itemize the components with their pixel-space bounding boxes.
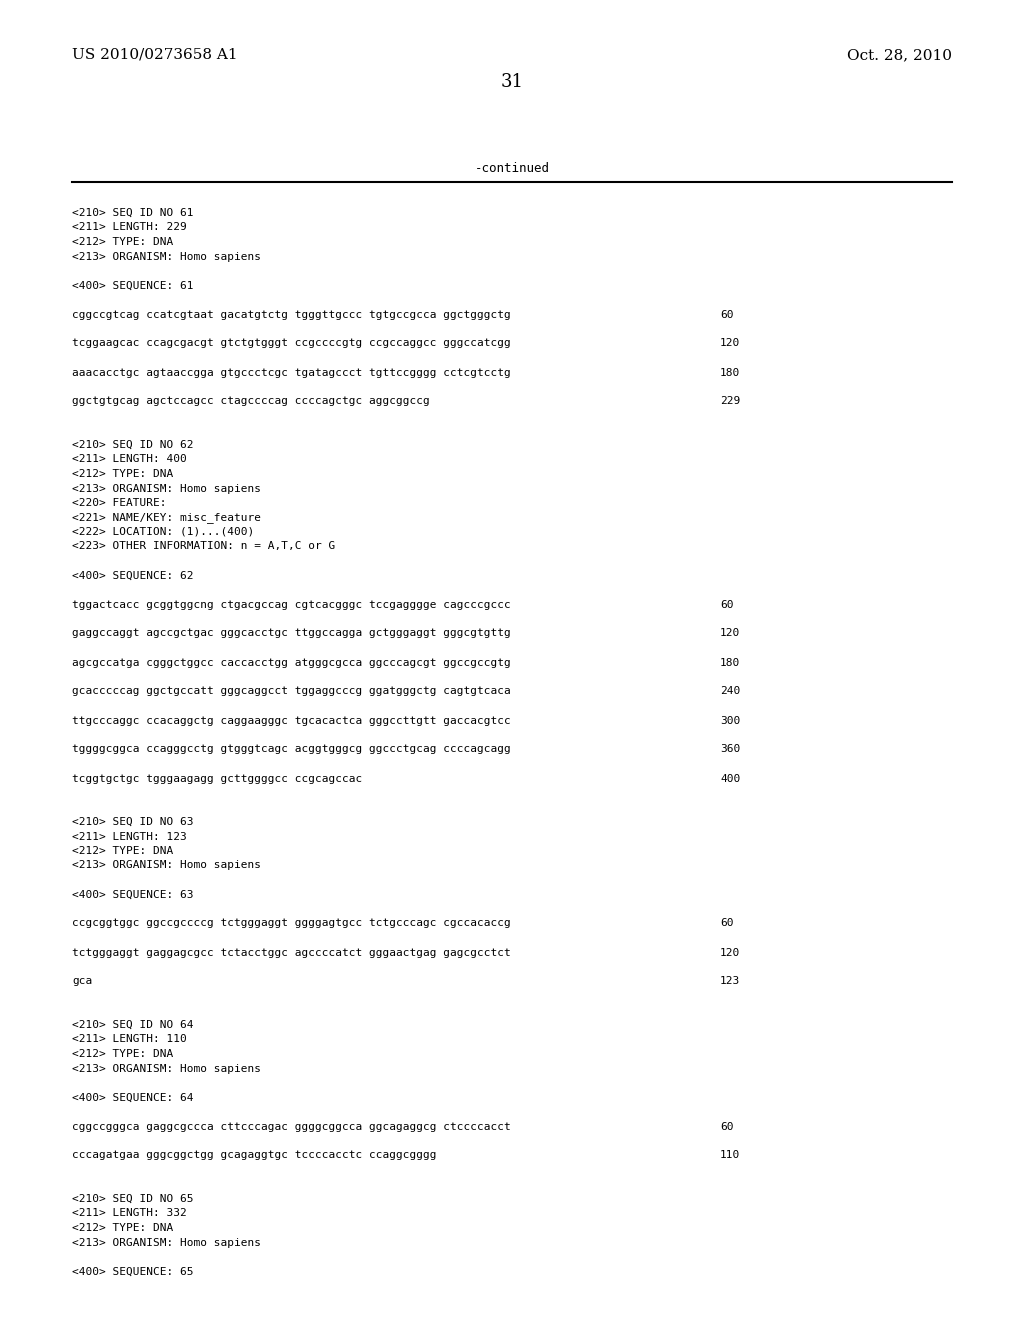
Text: 360: 360 [720, 744, 740, 755]
Text: 180: 180 [720, 657, 740, 668]
Text: cggccgggca gaggcgccca cttcccagac ggggcggcca ggcagaggcg ctccccacct: cggccgggca gaggcgccca cttcccagac ggggcgg… [72, 1122, 511, 1131]
Text: <212> TYPE: DNA: <212> TYPE: DNA [72, 1049, 173, 1059]
Text: <211> LENGTH: 400: <211> LENGTH: 400 [72, 454, 186, 465]
Text: 120: 120 [720, 948, 740, 957]
Text: <212> TYPE: DNA: <212> TYPE: DNA [72, 469, 173, 479]
Text: ttgcccaggc ccacaggctg caggaagggc tgcacactca gggccttgtt gaccacgtcc: ttgcccaggc ccacaggctg caggaagggc tgcacac… [72, 715, 511, 726]
Text: <210> SEQ ID NO 61: <210> SEQ ID NO 61 [72, 209, 194, 218]
Text: ggctgtgcag agctccagcc ctagccccag ccccagctgc aggcggccg: ggctgtgcag agctccagcc ctagccccag ccccagc… [72, 396, 430, 407]
Text: 180: 180 [720, 367, 740, 378]
Text: <400> SEQUENCE: 64: <400> SEQUENCE: 64 [72, 1093, 194, 1102]
Text: <223> OTHER INFORMATION: n = A,T,C or G: <223> OTHER INFORMATION: n = A,T,C or G [72, 541, 335, 552]
Text: <213> ORGANISM: Homo sapiens: <213> ORGANISM: Homo sapiens [72, 483, 261, 494]
Text: gcacccccag ggctgccatt gggcaggcct tggaggcccg ggatgggctg cagtgtcaca: gcacccccag ggctgccatt gggcaggcct tggaggc… [72, 686, 511, 697]
Text: <210> SEQ ID NO 65: <210> SEQ ID NO 65 [72, 1195, 194, 1204]
Text: -continued: -continued [474, 161, 550, 174]
Text: 120: 120 [720, 628, 740, 639]
Text: <212> TYPE: DNA: <212> TYPE: DNA [72, 846, 173, 855]
Text: <210> SEQ ID NO 62: <210> SEQ ID NO 62 [72, 440, 194, 450]
Text: <210> SEQ ID NO 63: <210> SEQ ID NO 63 [72, 817, 194, 828]
Text: <211> LENGTH: 229: <211> LENGTH: 229 [72, 223, 186, 232]
Text: gaggccaggt agccgctgac gggcacctgc ttggccagga gctgggaggt gggcgtgttg: gaggccaggt agccgctgac gggcacctgc ttggcca… [72, 628, 511, 639]
Text: <210> SEQ ID NO 64: <210> SEQ ID NO 64 [72, 1020, 194, 1030]
Text: cccagatgaa gggcggctgg gcagaggtgc tccccacctc ccaggcgggg: cccagatgaa gggcggctgg gcagaggtgc tccccac… [72, 1151, 436, 1160]
Text: <212> TYPE: DNA: <212> TYPE: DNA [72, 238, 173, 247]
Text: <400> SEQUENCE: 61: <400> SEQUENCE: 61 [72, 281, 194, 290]
Text: tcggtgctgc tgggaagagg gcttggggcc ccgcagccac: tcggtgctgc tgggaagagg gcttggggcc ccgcagc… [72, 774, 362, 784]
Text: tggactcacc gcggtggcng ctgacgccag cgtcacgggc tccgagggge cagcccgccc: tggactcacc gcggtggcng ctgacgccag cgtcacg… [72, 599, 511, 610]
Text: agcgccatga cgggctggcc caccacctgg atgggcgcca ggcccagcgt ggccgccgtg: agcgccatga cgggctggcc caccacctgg atgggcg… [72, 657, 511, 668]
Text: <400> SEQUENCE: 65: <400> SEQUENCE: 65 [72, 1266, 194, 1276]
Text: 240: 240 [720, 686, 740, 697]
Text: <211> LENGTH: 110: <211> LENGTH: 110 [72, 1035, 186, 1044]
Text: 123: 123 [720, 977, 740, 986]
Text: 60: 60 [720, 599, 733, 610]
Text: 60: 60 [720, 1122, 733, 1131]
Text: US 2010/0273658 A1: US 2010/0273658 A1 [72, 48, 238, 62]
Text: 110: 110 [720, 1151, 740, 1160]
Text: aaacacctgc agtaaccgga gtgccctcgc tgatagccct tgttccgggg cctcgtcctg: aaacacctgc agtaaccgga gtgccctcgc tgatagc… [72, 367, 511, 378]
Text: tggggcggca ccagggcctg gtgggtcagc acggtgggcg ggccctgcag ccccagcagg: tggggcggca ccagggcctg gtgggtcagc acggtgg… [72, 744, 511, 755]
Text: <213> ORGANISM: Homo sapiens: <213> ORGANISM: Homo sapiens [72, 1064, 261, 1073]
Text: <220> FEATURE:: <220> FEATURE: [72, 498, 167, 508]
Text: <221> NAME/KEY: misc_feature: <221> NAME/KEY: misc_feature [72, 512, 261, 524]
Text: <211> LENGTH: 123: <211> LENGTH: 123 [72, 832, 186, 842]
Text: 60: 60 [720, 309, 733, 319]
Text: <212> TYPE: DNA: <212> TYPE: DNA [72, 1224, 173, 1233]
Text: tctgggaggt gaggagcgcc tctacctggc agccccatct gggaactgag gagcgcctct: tctgggaggt gaggagcgcc tctacctggc agcccca… [72, 948, 511, 957]
Text: <211> LENGTH: 332: <211> LENGTH: 332 [72, 1209, 186, 1218]
Text: <213> ORGANISM: Homo sapiens: <213> ORGANISM: Homo sapiens [72, 252, 261, 261]
Text: tcggaagcac ccagcgacgt gtctgtgggt ccgccccgtg ccgccaggcc gggccatcgg: tcggaagcac ccagcgacgt gtctgtgggt ccgcccc… [72, 338, 511, 348]
Text: <400> SEQUENCE: 63: <400> SEQUENCE: 63 [72, 890, 194, 899]
Text: Oct. 28, 2010: Oct. 28, 2010 [847, 48, 952, 62]
Text: ccgcggtggc ggccgccccg tctgggaggt ggggagtgcc tctgcccagc cgccacaccg: ccgcggtggc ggccgccccg tctgggaggt ggggagt… [72, 919, 511, 928]
Text: <213> ORGANISM: Homo sapiens: <213> ORGANISM: Homo sapiens [72, 861, 261, 870]
Text: gca: gca [72, 977, 92, 986]
Text: <222> LOCATION: (1)...(400): <222> LOCATION: (1)...(400) [72, 527, 254, 537]
Text: 300: 300 [720, 715, 740, 726]
Text: 400: 400 [720, 774, 740, 784]
Text: 60: 60 [720, 919, 733, 928]
Text: <400> SEQUENCE: 62: <400> SEQUENCE: 62 [72, 570, 194, 581]
Text: cggccgtcag ccatcgtaat gacatgtctg tgggttgccc tgtgccgcca ggctgggctg: cggccgtcag ccatcgtaat gacatgtctg tgggttg… [72, 309, 511, 319]
Text: 229: 229 [720, 396, 740, 407]
Text: 120: 120 [720, 338, 740, 348]
Text: 31: 31 [501, 73, 523, 91]
Text: <213> ORGANISM: Homo sapiens: <213> ORGANISM: Homo sapiens [72, 1238, 261, 1247]
